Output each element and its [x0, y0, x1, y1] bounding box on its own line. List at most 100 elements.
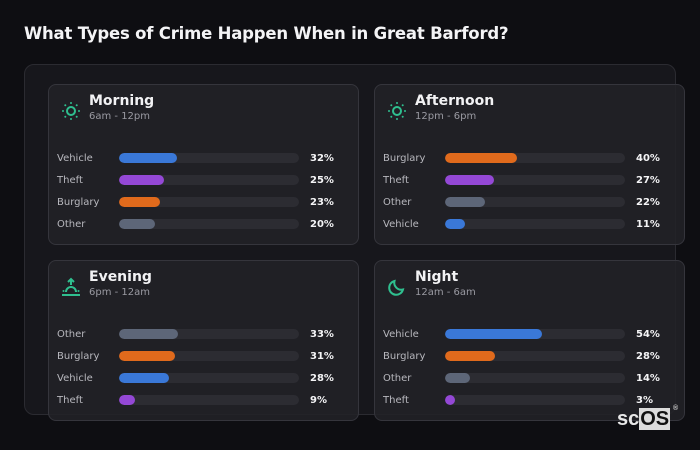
bar-fill-burglary	[445, 153, 517, 163]
bar-track	[119, 373, 299, 383]
bar-fill-other	[445, 197, 485, 207]
bar-percent: 25%	[310, 174, 334, 186]
bar-percent: 28%	[636, 350, 660, 362]
bar-track	[445, 373, 625, 383]
card-header: Morning 6am - 12pm	[61, 93, 154, 123]
card-title: Morning	[89, 93, 155, 109]
bar-fill-theft	[119, 395, 136, 405]
bar-row: Other 33%	[57, 323, 347, 345]
bar-label: Other	[57, 328, 86, 340]
bar-list: Burglary 40% Theft 27% Other 22% Vehicle…	[383, 147, 673, 235]
bar-percent: 32%	[310, 152, 334, 164]
bar-row: Burglary 23%	[57, 191, 347, 213]
time-range: 6pm - 12am	[89, 287, 151, 298]
bar-fill-vehicle	[445, 329, 543, 339]
bar-list: Other 33% Burglary 31% Vehicle 28% Theft…	[57, 323, 347, 411]
bar-label: Burglary	[57, 196, 100, 208]
bar-row: Other 14%	[383, 367, 673, 389]
card-header: Night 12am - 6am	[387, 269, 476, 299]
bar-label: Other	[383, 196, 412, 208]
bar-label: Other	[383, 372, 412, 384]
bar-track	[445, 153, 625, 163]
bar-track	[445, 351, 625, 361]
bar-track	[119, 197, 299, 207]
bar-row: Vehicle 32%	[57, 147, 347, 169]
card-evening: Evening 6pm - 12am Other 33% Burglary 31…	[48, 260, 359, 421]
bar-label: Burglary	[57, 350, 100, 362]
sunset-icon	[61, 277, 81, 297]
bar-label: Vehicle	[57, 372, 93, 384]
bar-percent: 3%	[636, 394, 653, 406]
bar-percent: 40%	[636, 152, 660, 164]
bar-fill-theft	[445, 395, 455, 405]
bar-row: Theft 27%	[383, 169, 673, 191]
bar-row: Other 20%	[57, 213, 347, 235]
bar-fill-theft	[119, 175, 164, 185]
bar-row: Theft 9%	[57, 389, 347, 411]
page-title: What Types of Crime Happen When in Great…	[24, 24, 509, 43]
bar-fill-other	[119, 329, 179, 339]
bar-track	[445, 197, 625, 207]
bar-list: Vehicle 32% Theft 25% Burglary 23% Other…	[57, 147, 347, 235]
bar-track	[119, 395, 299, 405]
bar-row: Vehicle 11%	[383, 213, 673, 235]
bar-label: Vehicle	[383, 218, 419, 230]
bar-row: Vehicle 28%	[57, 367, 347, 389]
card-title: Night	[415, 269, 459, 285]
moon-icon	[387, 277, 407, 297]
bar-track	[445, 329, 625, 339]
bar-row: Vehicle 54%	[383, 323, 673, 345]
bar-track	[445, 175, 625, 185]
bar-label: Theft	[383, 394, 409, 406]
bar-percent: 54%	[636, 328, 660, 340]
bar-percent: 27%	[636, 174, 660, 186]
bar-row: Burglary 28%	[383, 345, 673, 367]
bar-label: Theft	[57, 174, 83, 186]
bar-label: Theft	[383, 174, 409, 186]
bar-row: Theft 3%	[383, 389, 673, 411]
bar-percent: 20%	[310, 218, 334, 230]
bar-label: Vehicle	[383, 328, 419, 340]
bar-label: Theft	[57, 394, 83, 406]
bar-row: Theft 25%	[57, 169, 347, 191]
card-title: Evening	[89, 269, 152, 285]
bar-percent: 14%	[636, 372, 660, 384]
card-header: Evening 6pm - 12am	[61, 269, 152, 299]
card-afternoon: Afternoon 12pm - 6pm Burglary 40% Theft …	[374, 84, 685, 245]
bar-row: Burglary 31%	[57, 345, 347, 367]
bar-row: Burglary 40%	[383, 147, 673, 169]
bar-percent: 23%	[310, 196, 334, 208]
card-morning: Morning 6am - 12pm Vehicle 32% Theft 25%…	[48, 84, 359, 245]
bar-fill-vehicle	[119, 373, 170, 383]
card-title: Afternoon	[415, 93, 495, 109]
bar-percent: 28%	[310, 372, 334, 384]
card-header: Afternoon 12pm - 6pm	[387, 93, 494, 123]
logo-registered: ®	[672, 405, 679, 412]
bar-percent: 33%	[310, 328, 334, 340]
card-night: Night 12am - 6am Vehicle 54% Burglary 28…	[374, 260, 685, 421]
bar-track	[119, 153, 299, 163]
bar-track	[119, 219, 299, 229]
bar-label: Vehicle	[57, 152, 93, 164]
scos-logo: scOS ®	[617, 405, 678, 431]
bar-row: Other 22%	[383, 191, 673, 213]
bar-track	[119, 351, 299, 361]
bar-percent: 9%	[310, 394, 327, 406]
bar-fill-other	[445, 373, 471, 383]
bar-track	[445, 219, 625, 229]
bar-fill-vehicle	[445, 219, 465, 229]
bar-fill-burglary	[119, 197, 161, 207]
logo-os: OS	[639, 408, 671, 430]
logo-sc: sc	[617, 408, 640, 430]
sun-icon	[61, 101, 81, 121]
bar-track	[119, 175, 299, 185]
sun-icon	[387, 101, 407, 121]
bar-percent: 11%	[636, 218, 660, 230]
bar-fill-burglary	[119, 351, 175, 361]
bar-fill-theft	[445, 175, 494, 185]
bar-label: Burglary	[383, 152, 426, 164]
bar-percent: 31%	[310, 350, 334, 362]
bar-label: Burglary	[383, 350, 426, 362]
time-range: 12am - 6am	[415, 287, 476, 298]
bar-track	[445, 395, 625, 405]
